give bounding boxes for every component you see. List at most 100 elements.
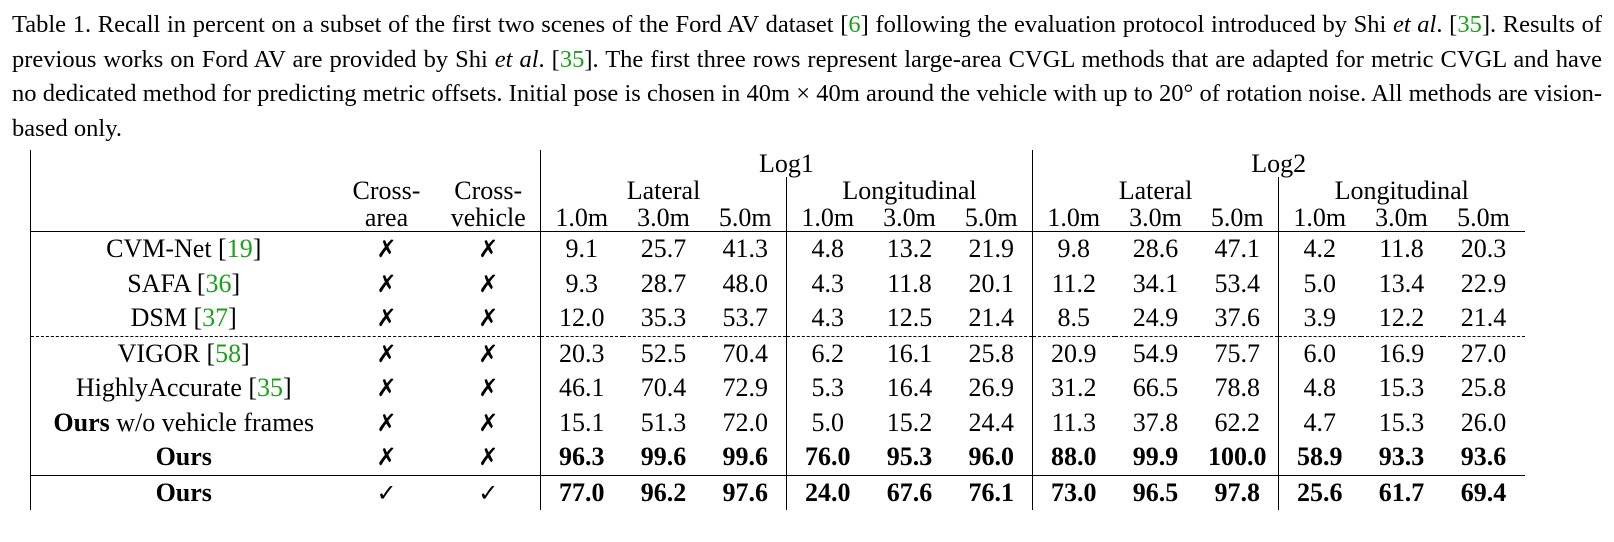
citation-link[interactable]: 37	[202, 303, 229, 332]
recall-cell: 66.5	[1132, 373, 1179, 402]
recall-cell: 9.8	[1032, 231, 1115, 267]
cross-area-mark: ✓	[376, 478, 397, 507]
table-row: SAFA [36] ✗ ✗ 9.3 28.7 48.0 4.3 11.8 20.1 11.2 34.…	[30, 266, 1525, 301]
recall-cell: 16.9	[1378, 338, 1425, 368]
recall-cell: 24.9	[1114, 301, 1197, 337]
table-row: HighlyAccurate [35] ✗ ✗ 46.1 70.4 72.9 5.3 16.4…	[30, 371, 1525, 406]
cross-vehicle-mark: ✗	[478, 339, 499, 368]
recall-cell: 51.3	[640, 407, 687, 437]
recall-cell: 15.3	[1378, 407, 1425, 437]
recall-cell: 31.2	[1032, 371, 1115, 406]
recall-cell: 11.8	[887, 268, 932, 298]
recall-cell: 46.1	[540, 371, 623, 406]
recall-cell: 41.3	[704, 231, 787, 267]
header-row-axes: Cross- Cross- Lateral Longitudinal Later…	[30, 176, 1525, 205]
cross-vehicle-header-2: vehicle	[450, 203, 526, 232]
cross-area-mark: ✗	[336, 231, 437, 267]
recall-cell: 13.2	[868, 231, 951, 267]
recall-cell: 4.2	[1278, 231, 1361, 267]
recall-cell: 28.6	[1114, 231, 1197, 267]
recall-cell: 21.4	[950, 301, 1033, 337]
recall-cell: 96.2	[640, 477, 687, 507]
table-caption: Table 1. Recall in percent on a subset o…	[12, 11, 1602, 142]
method-name: SAFA [36]	[30, 266, 337, 301]
table-body: CVM-Net [19] ✗ ✗ 9.1 25.7 41.3 4.8 13.2 21.9 9.8 2…	[30, 231, 1525, 510]
log2-longitudinal-header: Longitudinal	[1278, 177, 1525, 204]
recall-cell: 73.0	[1032, 475, 1115, 510]
method-name: VIGOR [58]	[30, 336, 337, 371]
recall-cell: 25.7	[622, 231, 705, 267]
recall-cell: 4.8	[1278, 371, 1361, 406]
threshold-header: 1.0m	[1278, 204, 1361, 232]
recall-cell: 95.3	[868, 440, 951, 476]
log1-lateral-header: Lateral	[540, 177, 787, 204]
recall-cell: 5.0	[786, 405, 869, 440]
recall-cell: 25.8	[1460, 373, 1507, 402]
recall-cell: 11.8	[1360, 231, 1443, 267]
table-row: CVM-Net [19] ✗ ✗ 9.1 25.7 41.3 4.8 13.2 21.9 9.8 2…	[30, 231, 1525, 267]
cross-area-mark: ✗	[336, 301, 437, 337]
recall-cell: 22.9	[1460, 268, 1507, 298]
citation-link[interactable]: 6	[848, 11, 861, 38]
recall-cell: 97.8	[1214, 477, 1261, 507]
recall-cell: 48.0	[722, 268, 769, 298]
recall-cell: 96.3	[540, 440, 623, 476]
method-name: DSM [37]	[30, 301, 337, 337]
recall-cell: 15.3	[1378, 373, 1425, 402]
recall-cell: 78.8	[1214, 373, 1261, 402]
recall-cell: 6.0	[1278, 336, 1361, 371]
recall-cell: 9.1	[540, 231, 623, 267]
citation-link[interactable]: 58	[215, 338, 242, 368]
cross-vehicle-header: Cross-	[454, 176, 523, 205]
recall-cell: 28.7	[640, 268, 687, 298]
threshold-header: 5.0m	[1210, 203, 1264, 232]
recall-cell: 37.8	[1132, 407, 1179, 437]
citation-link[interactable]: 35	[1457, 11, 1482, 38]
citation-link[interactable]: 35	[257, 373, 284, 402]
recall-cell: 53.7	[704, 301, 787, 337]
citation-link[interactable]: 35	[559, 45, 585, 73]
recall-cell: 35.3	[622, 301, 705, 337]
cross-area-header-2: area	[364, 203, 409, 232]
recall-cell: 5.0	[1278, 266, 1361, 301]
recall-cell: 72.0	[722, 407, 769, 437]
recall-cell: 96.0	[950, 440, 1033, 476]
log1-longitudinal-header: Longitudinal	[786, 177, 1033, 204]
cross-vehicle-mark: ✗	[436, 301, 541, 337]
recall-cell: 75.7	[1214, 338, 1261, 368]
recall-cell: 6.2	[786, 336, 869, 371]
method-name: Ours	[30, 440, 337, 476]
citation-link[interactable]: 36	[205, 268, 232, 298]
recall-cell: 34.1	[1132, 268, 1179, 298]
recall-cell: 20.1	[968, 268, 1015, 298]
cross-vehicle-mark: ✗	[478, 408, 499, 437]
citation-link[interactable]: 19	[226, 234, 253, 263]
recall-cell: 9.3	[540, 266, 623, 301]
recall-cell: 93.6	[1442, 440, 1525, 476]
recall-cell: 62.2	[1214, 407, 1261, 437]
threshold-header: 1.0m	[786, 204, 869, 232]
recall-cell: 72.9	[722, 373, 769, 402]
recall-cell: 99.6	[622, 440, 705, 476]
recall-cell: 97.6	[722, 477, 769, 507]
recall-cell: 61.7	[1378, 477, 1425, 507]
recall-cell: 4.3	[786, 266, 869, 301]
recall-cell: 100.0	[1196, 440, 1279, 476]
recall-cell: 93.3	[1360, 440, 1443, 476]
log2-header: Log2	[1032, 150, 1525, 177]
cross-vehicle-mark: ✗	[478, 374, 499, 402]
threshold-header: 5.0m	[718, 203, 772, 232]
recall-cell: 21.4	[1442, 301, 1525, 337]
log2-lateral-header: Lateral	[1032, 177, 1279, 204]
recall-cell: 20.3	[1442, 231, 1525, 267]
recall-cell: 25.8	[968, 338, 1015, 368]
recall-cell: 16.1	[886, 338, 933, 368]
method-name: CVM-Net [19]	[30, 231, 337, 267]
recall-cell: 12.2	[1360, 301, 1443, 337]
header-row-thresholds: area vehicle 1.0m 3.0m 5.0m 1.0m 3.0m 5.…	[30, 203, 1525, 232]
recall-cell: 37.6	[1196, 301, 1279, 337]
recall-cell: 13.4	[1378, 268, 1425, 298]
threshold-header: 3.0m	[1375, 203, 1428, 232]
recall-cell: 4.8	[786, 231, 869, 267]
cross-area-mark: ✗	[376, 374, 397, 402]
